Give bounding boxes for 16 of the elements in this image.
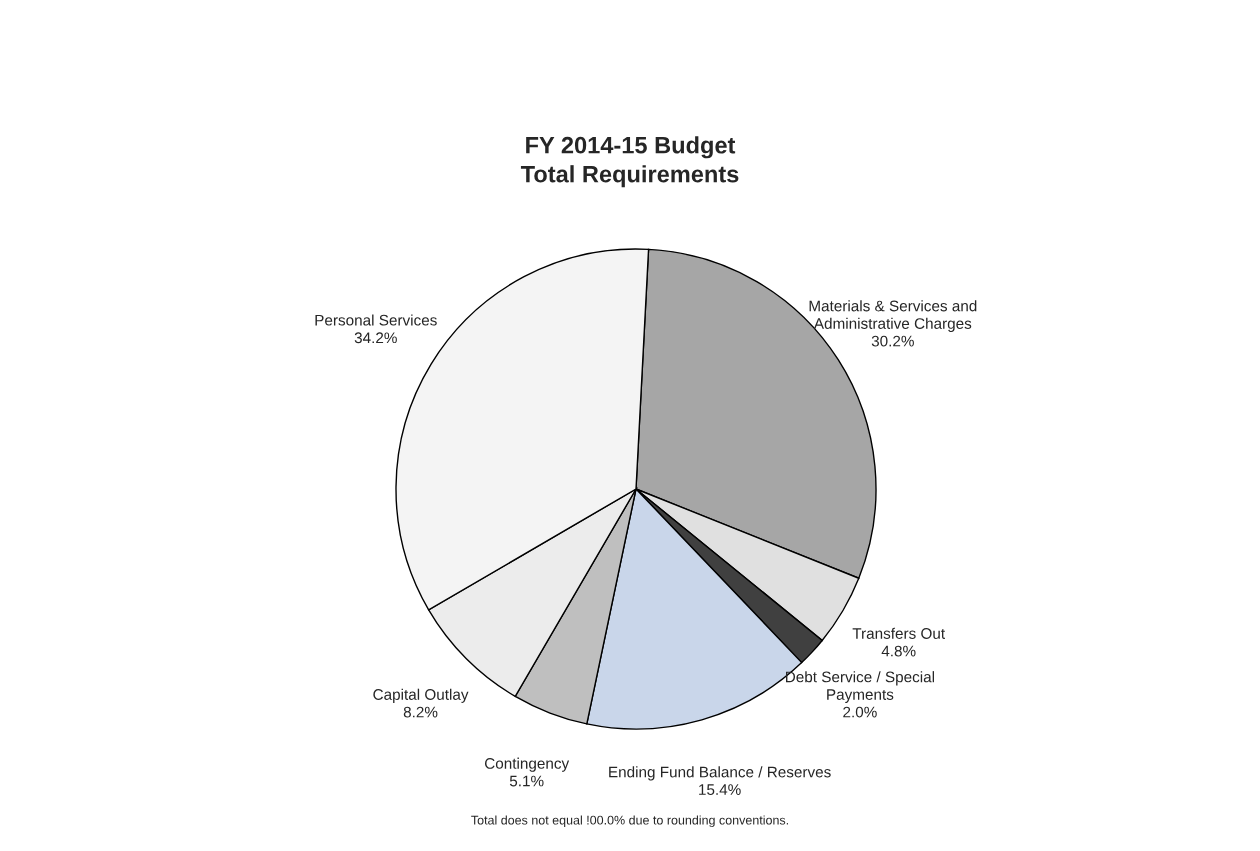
- slice-label: Materials & Services and Administrative Charges: [809, 300, 977, 332]
- slice-label: Capital Outlay: [373, 688, 469, 703]
- data-label: 15.4%: [699, 784, 741, 795]
- text: Total does not equal !00.0% due to rounding conventions.: [471, 815, 789, 828]
- data-label: 2.0%: [843, 706, 877, 718]
- data-label: 8.2%: [403, 706, 438, 718]
- chart-title: FY 2014-15 Budget Total Requirements: [520, 136, 739, 188]
- slice-label: Personal Services: [315, 314, 437, 326]
- data-label: 4.8%: [881, 645, 916, 657]
- slice-label: Ending Fund Balance / Reserves: [609, 766, 831, 781]
- data-label: 5.1%: [509, 775, 544, 787]
- slice-label: Debt Service / Special Payments: [786, 671, 935, 703]
- data-label: 30.2%: [871, 335, 914, 347]
- slice-label: Contingency: [484, 757, 570, 772]
- slice-label: Transfers Out: [852, 627, 945, 639]
- data-label: 34.2%: [354, 332, 397, 344]
